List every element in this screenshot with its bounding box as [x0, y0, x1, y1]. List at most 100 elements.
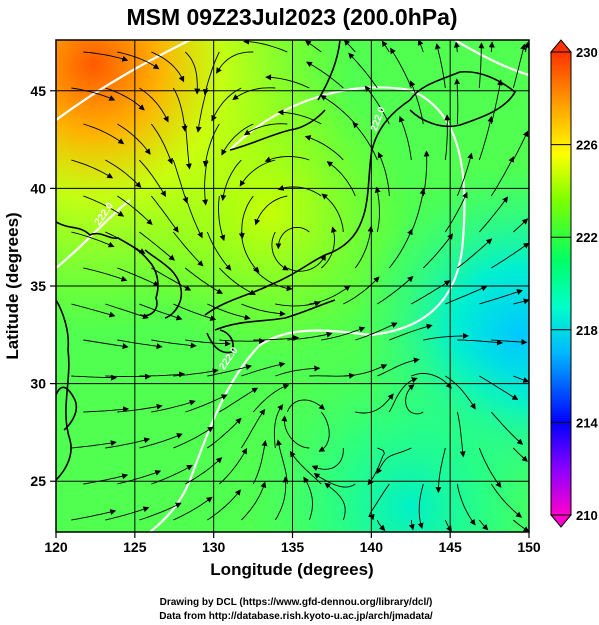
streamline [232, 87, 276, 101]
streamline [409, 80, 424, 125]
streamline [83, 195, 125, 217]
x-tick-label: 150 [517, 539, 541, 555]
streamline [83, 123, 125, 145]
honshu-coast [204, 99, 411, 316]
streamline [211, 87, 242, 122]
streamline [173, 303, 217, 321]
streamline [150, 123, 173, 165]
streamline [456, 411, 466, 458]
streamline [172, 231, 204, 267]
streamline [422, 233, 454, 269]
streamline [410, 188, 426, 233]
streamline [444, 114, 451, 161]
streamline [281, 415, 310, 449]
colorbar-tick-label: 222 [576, 230, 598, 245]
streamline [151, 51, 185, 83]
streamline [238, 195, 254, 240]
streamline [219, 338, 266, 345]
streamline [275, 226, 310, 250]
streamline [287, 254, 326, 272]
streamline [490, 483, 522, 518]
colorbar-tick-label: 226 [576, 138, 598, 153]
streamline [368, 483, 390, 521]
y-axis: 25 30 35 40 45 [30, 83, 56, 489]
y-axis-label: Latitude (degrees) [3, 212, 22, 359]
streamline [139, 87, 169, 123]
streamline [512, 130, 529, 161]
streamline [71, 440, 117, 449]
streamline [252, 383, 290, 413]
streamline [478, 519, 489, 531]
streamlines [71, 40, 529, 532]
streamline [274, 476, 289, 521]
streamline [352, 121, 378, 161]
streamline [150, 195, 179, 233]
streamline [389, 323, 433, 341]
y-tick-label: 25 [30, 473, 46, 489]
streamline [252, 267, 293, 292]
streamline [221, 123, 254, 156]
streamline [184, 51, 201, 95]
streamline [355, 393, 394, 414]
streamline [456, 152, 474, 197]
streamline [105, 159, 142, 188]
streamline [286, 399, 325, 413]
streamline [207, 364, 252, 377]
credit-drawing: Drawing by DCL (https://www.gfd-dennou.o… [160, 597, 433, 608]
streamline [381, 40, 390, 53]
x-tick-label: 140 [360, 539, 384, 555]
streamline [479, 375, 519, 401]
streamline [513, 218, 529, 233]
streamline [390, 47, 412, 89]
streamline [219, 387, 259, 413]
streamline [139, 433, 183, 449]
streamline [151, 339, 197, 349]
streamline [184, 195, 203, 239]
russia-coast [229, 109, 326, 151]
x-tick-label: 135 [281, 539, 305, 555]
streamline [172, 87, 188, 132]
streamline [388, 377, 418, 413]
streamline [139, 303, 183, 321]
streamline [117, 267, 160, 287]
korea-east-coast [144, 249, 183, 319]
streamline [453, 41, 460, 53]
streamline [220, 159, 242, 201]
streamline [218, 267, 257, 296]
streamline [202, 51, 220, 96]
streamline [491, 242, 529, 269]
streamline [241, 303, 286, 317]
streamline [151, 399, 196, 413]
streamline [243, 123, 288, 136]
streamline [275, 365, 321, 377]
streamline [445, 285, 488, 305]
streamline [173, 496, 213, 521]
streamline [71, 303, 116, 318]
streamline [277, 185, 322, 197]
streamline [320, 94, 356, 125]
colorbar-tick-label: 218 [576, 323, 598, 338]
streamline [287, 331, 333, 341]
streamline [83, 267, 128, 282]
streamline [377, 357, 420, 377]
streamline [513, 375, 529, 383]
streamline [318, 411, 330, 452]
streamline [405, 384, 424, 415]
streamline [202, 123, 220, 168]
streamline [304, 135, 344, 161]
y-tick-label: 30 [30, 376, 46, 392]
streamline [264, 156, 310, 163]
streamline [241, 361, 286, 377]
streamline [273, 404, 284, 449]
streamline [374, 186, 381, 233]
streamline [490, 156, 514, 197]
x-tick-label: 125 [123, 539, 147, 555]
streamline [206, 231, 232, 271]
streamline [512, 447, 528, 462]
streamline [202, 159, 209, 206]
streamline [367, 447, 385, 486]
streamline [411, 373, 452, 389]
streamline [138, 159, 167, 198]
